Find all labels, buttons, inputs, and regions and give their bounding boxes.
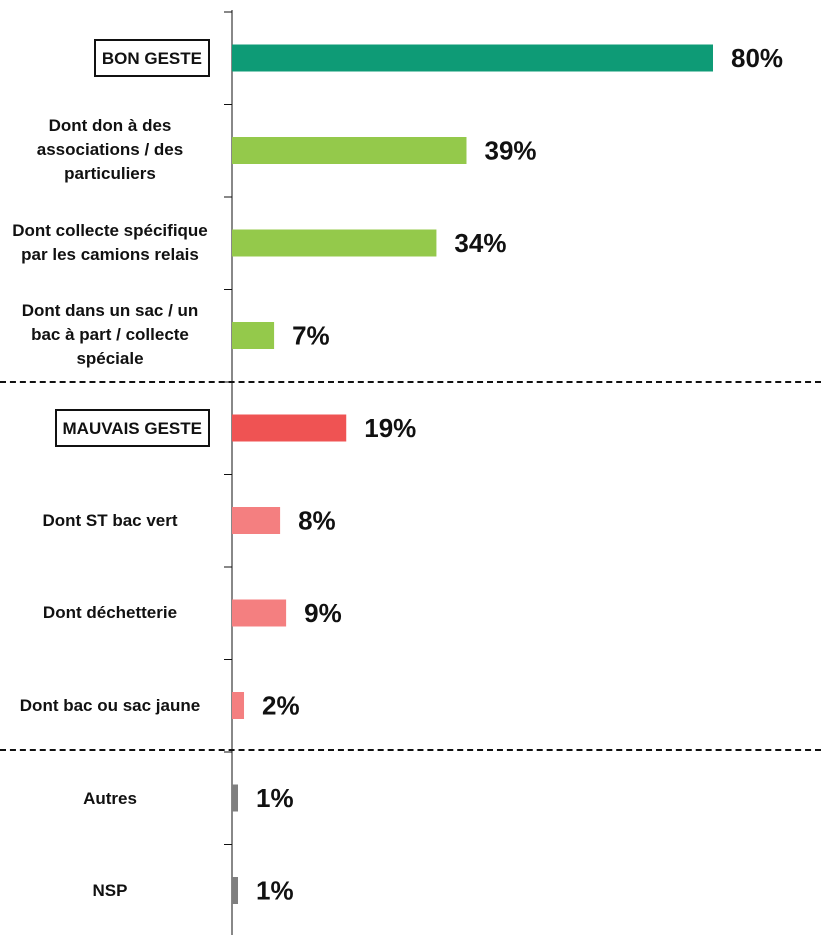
bar [232,414,347,442]
value-label: 80% [731,43,783,73]
value-label: 7% [292,320,330,350]
category-label: Dont collecte spécifique par les camions… [12,221,208,264]
category-label: MAUVAIS GESTE [54,409,210,447]
bar [232,877,239,904]
value-label: 34% [454,228,506,258]
bar [232,692,245,719]
value-label: 39% [484,135,536,165]
category-label: Dont don à des associations / des partic… [36,116,184,183]
category-label: Dont dans un sac / un bac à part / colle… [21,301,199,368]
category-label: Autres [83,789,137,808]
bar [232,229,437,257]
bar [232,44,713,72]
bar [232,137,467,164]
bar [232,507,281,534]
bar [232,599,287,627]
bar [232,784,239,812]
value-label: 2% [262,690,300,720]
separator [0,381,821,383]
bar [232,322,275,349]
value-label: 1% [256,875,294,905]
value-label: 19% [364,413,416,443]
value-label: 8% [298,505,336,535]
value-label: 1% [256,783,294,813]
separator [0,749,821,751]
category-label: Dont bac ou sac jaune [19,696,201,715]
category-label: BON GESTE [93,39,210,77]
category-label: Dont déchetterie [42,603,178,622]
category-label: NSP [92,881,128,900]
category-label: Dont ST bac vert [42,511,178,530]
value-label: 9% [304,598,342,628]
